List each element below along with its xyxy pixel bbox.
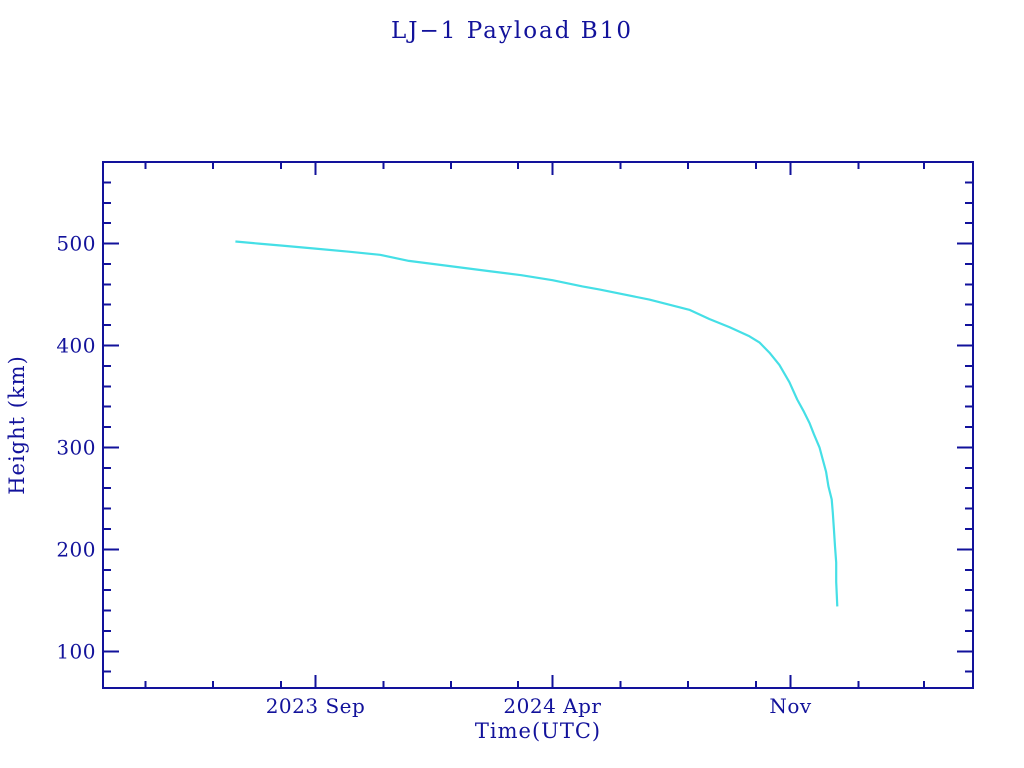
y-tick-label: 400 [56,333,96,357]
axis-tick-labels: 2023 Sep 2024 Apr Nov 100 200 300 400 500 [56,232,812,718]
y-tick-label: 200 [56,537,96,561]
x-tick-label: 2024 Apr [503,694,601,718]
axis-ticks [103,162,973,688]
y-tick-label: 500 [56,232,96,256]
y-tick-label: 100 [56,639,96,663]
x-axis-title: Time(UTC) [475,719,601,743]
x-tick-label: 2023 Sep [266,694,366,718]
decay-curve [235,240,839,607]
chart-title: LJ−1 Payload B10 [391,18,633,44]
plot-box [102,161,974,689]
x-tick-label: Nov [769,694,812,718]
y-axis-title: Height (km) [5,355,29,495]
y-tick-label: 300 [56,435,96,459]
